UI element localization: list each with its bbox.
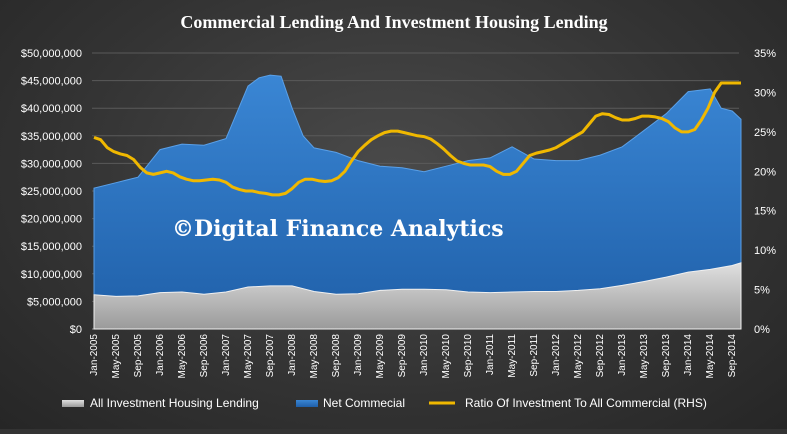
right-tick-label: 35%: [754, 48, 776, 60]
x-tick-label: May-2010: [441, 334, 452, 379]
x-tick-label: Sep-2011: [529, 334, 540, 377]
x-tick-label: May-2009: [375, 334, 386, 379]
x-tick-label: Sep-2005: [133, 334, 144, 378]
left-tick-label: $0: [70, 324, 82, 336]
x-tick-label: Jan-2008: [287, 334, 298, 376]
left-tick-label: $15,000,000: [21, 241, 82, 253]
left-tick-label: $5,000,000: [27, 296, 82, 308]
left-tick-label: $45,000,000: [21, 76, 82, 88]
x-tick-label: Jan-2011: [485, 334, 496, 375]
x-tick-label: Sep-2008: [331, 334, 342, 378]
x-tick-label: May-2013: [639, 334, 650, 379]
legend-swatch: [62, 400, 84, 407]
right-tick-label: 30%: [754, 87, 776, 99]
left-tick-label: $20,000,000: [21, 214, 82, 226]
x-tick-label: May-2006: [177, 334, 188, 379]
x-tick-label: May-2014: [705, 334, 716, 379]
x-tick-label: Sep-2006: [199, 334, 210, 378]
legend-item-net-commercial: Net Commecial: [296, 396, 405, 410]
left-tick-label: $35,000,000: [21, 131, 82, 143]
line-layer: [93, 81, 741, 197]
area-layer: [93, 74, 742, 330]
left-tick-label: $30,000,000: [21, 158, 82, 170]
left-tick-label: $25,000,000: [21, 186, 82, 198]
legend-label: All Investment Housing Lending: [90, 396, 259, 410]
legend-swatch: [296, 400, 318, 407]
legend-item-investment-housing: All Investment Housing Lending: [62, 396, 259, 410]
right-tick-label: 10%: [754, 245, 776, 257]
watermark-text: ©Digital Finance Analytics: [172, 216, 504, 242]
series-investment-housing-area: [93, 262, 742, 330]
series-ratio-line: [93, 81, 741, 197]
x-tick-label: Sep-2012: [595, 334, 606, 378]
left-axis: $0 $5,000,000 $10,000,000 $15,000,000 $20,00…: [21, 48, 82, 336]
x-tick-label: May-2012: [573, 334, 584, 379]
chart-title: Commercial Lending And Investment Housin…: [180, 12, 607, 32]
legend-item-ratio: Ratio Of Investment To All Commercial (R…: [429, 396, 707, 410]
x-axis: Jan-2005 May-2005 Sep-2005 Jan-2006 May-2006…: [89, 334, 738, 379]
x-tick-label: May-2007: [243, 334, 254, 379]
x-tick-label: Jan-2009: [353, 334, 364, 376]
series-net-commercial-area: [93, 74, 742, 330]
x-tick-label: Jan-2012: [551, 334, 562, 376]
right-tick-label: 20%: [754, 166, 776, 178]
x-tick-label: Jan-2007: [221, 334, 232, 376]
right-axis: 0% 5% 10% 15% 20% 25% 30% 35%: [754, 48, 776, 336]
x-tick-label: Sep-2010: [463, 334, 474, 378]
x-tick-label: Sep-2009: [397, 334, 408, 378]
x-tick-label: May-2011: [507, 334, 518, 378]
right-tick-label: 5%: [754, 285, 770, 297]
x-tick-label: Jan-2013: [617, 334, 628, 376]
legend-label: Net Commecial: [323, 396, 405, 410]
right-tick-label: 15%: [754, 206, 776, 218]
legend-label: Ratio Of Investment To All Commercial (R…: [465, 396, 707, 410]
x-tick-label: Jan-2010: [419, 334, 430, 376]
legend: All Investment Housing Lending Net Commec…: [62, 396, 707, 410]
x-tick-label: Sep-2013: [661, 334, 672, 378]
x-tick-label: Jan-2006: [155, 334, 166, 376]
right-tick-label: 0%: [754, 324, 770, 336]
x-tick-label: Jan-2014: [683, 334, 694, 376]
left-tick-label: $50,000,000: [21, 48, 82, 60]
x-tick-label: Jan-2005: [89, 334, 100, 376]
left-tick-label: $40,000,000: [21, 103, 82, 115]
x-tick-label: Sep-2007: [265, 334, 276, 378]
right-tick-label: 25%: [754, 127, 776, 139]
left-tick-label: $10,000,000: [21, 269, 82, 281]
x-tick-label: Sep-2014: [727, 334, 738, 378]
x-tick-label: May-2008: [309, 334, 320, 379]
x-tick-label: May-2005: [111, 334, 122, 379]
